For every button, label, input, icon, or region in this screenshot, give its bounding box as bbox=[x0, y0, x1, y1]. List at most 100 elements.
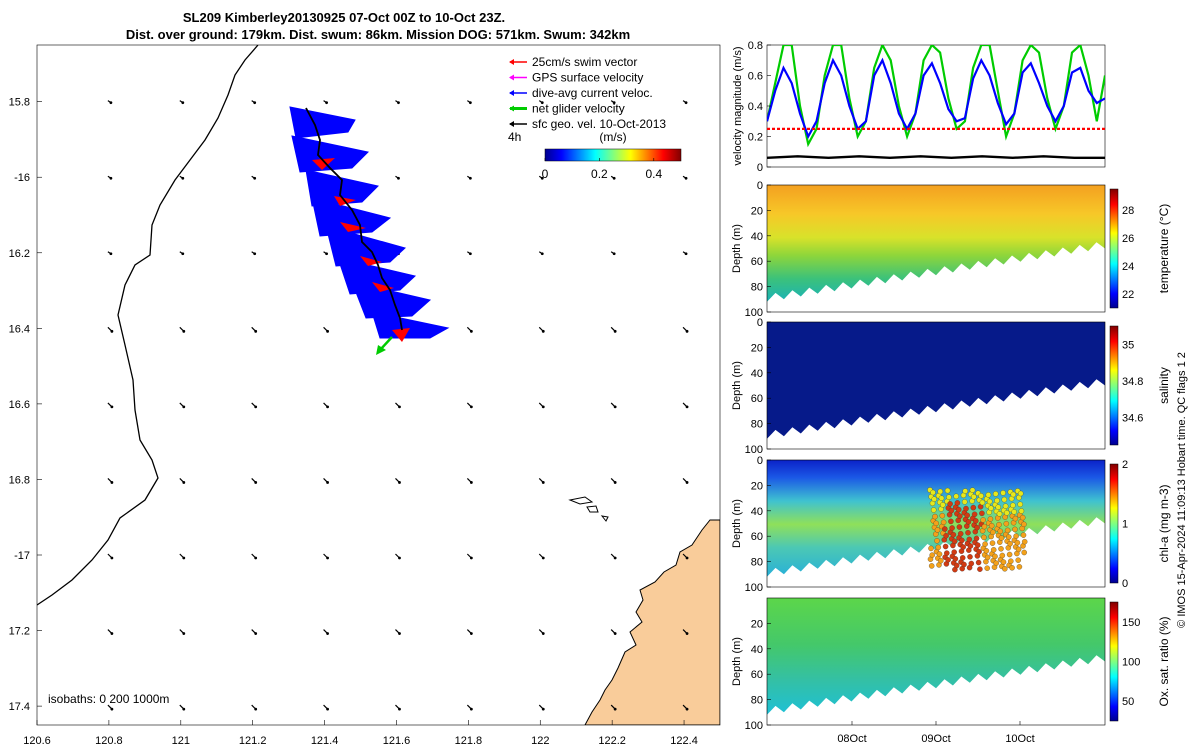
chl-a-point bbox=[1014, 539, 1021, 546]
chl-a-point bbox=[996, 511, 1003, 517]
sfc-velocity-arrowhead bbox=[684, 101, 688, 105]
chl-a-point bbox=[976, 548, 982, 555]
chl-a-point bbox=[944, 487, 951, 494]
chl-a-point bbox=[1009, 565, 1015, 571]
y-tick-label: 0.2 bbox=[748, 132, 763, 144]
chl-a-point bbox=[950, 531, 957, 538]
credit-text: © IMOS 15-Apr-2024 11:09:13 Hobart time.… bbox=[1176, 352, 1188, 628]
chl-a-point bbox=[957, 513, 963, 519]
net-glider-velocity-arrow bbox=[376, 336, 393, 355]
y-tick-label: 0.8 bbox=[748, 40, 763, 52]
section-panel: 0 20 40 60 80 100 Depth (m) 0 1 2 chl-a (mg m-3) bbox=[731, 455, 1171, 594]
sfc-velocity-arrowhead bbox=[398, 405, 401, 409]
chl-a-point bbox=[936, 551, 943, 557]
sfc-velocity-arrowhead bbox=[326, 481, 329, 484]
legend-arrowhead bbox=[509, 74, 514, 81]
x-tick-label: 121.6 bbox=[383, 735, 411, 747]
y-tick-label: 17.2 bbox=[9, 626, 30, 638]
chl-a-point bbox=[943, 532, 949, 539]
x-tick-label: 121.4 bbox=[311, 735, 339, 747]
y-tick-label: 60 bbox=[751, 393, 763, 405]
x-tick-label: 08Oct bbox=[837, 733, 866, 745]
legend-arrowhead bbox=[509, 90, 514, 96]
colorbar-unit-label: (m/s) bbox=[599, 130, 626, 144]
sfc-velocity-arrowhead bbox=[468, 101, 472, 105]
chl-a-point bbox=[1008, 558, 1014, 564]
sfc-velocity-arrowhead bbox=[181, 101, 185, 105]
glider-track-line bbox=[305, 107, 403, 331]
y-tick-label: 100 bbox=[745, 307, 763, 319]
x-tick-label: 120.8 bbox=[95, 735, 123, 747]
sfc-velocity-arrowhead bbox=[398, 707, 401, 711]
chl-a-point bbox=[998, 535, 1005, 541]
sfc-velocity-arrowhead bbox=[254, 405, 258, 409]
chl-a-point bbox=[937, 488, 944, 495]
section-data-field bbox=[767, 185, 1105, 302]
chl-a-point bbox=[1003, 520, 1010, 527]
sfc-velocity-arrowhead bbox=[612, 101, 616, 105]
glider-track bbox=[289, 106, 450, 342]
chl-a-point bbox=[975, 542, 981, 548]
dive-avg-current-fan bbox=[291, 135, 370, 173]
chl-a-point bbox=[973, 535, 980, 542]
section-axes-box bbox=[766, 184, 1106, 313]
y-tick-label: 15.8 bbox=[9, 97, 30, 109]
chl-a-point bbox=[956, 524, 963, 530]
section-colorbar-label: chl-a (mg m-3) bbox=[1157, 484, 1171, 562]
island bbox=[568, 496, 594, 505]
chl-a-point bbox=[1002, 566, 1008, 572]
map-legend: 25cm/s swim vector GPS surface velocitydi… bbox=[509, 55, 666, 131]
chl-a-point bbox=[1004, 527, 1011, 534]
isobaths-label: isobaths: 0 200 1000m bbox=[48, 692, 169, 706]
section-colorbar bbox=[1109, 601, 1119, 722]
y-tick-label: 16.4 bbox=[9, 323, 30, 335]
y-tick-label: 40 bbox=[751, 231, 763, 243]
chl-a-point bbox=[967, 554, 973, 560]
sfc-velocity-arrowhead bbox=[540, 176, 544, 180]
colorbar-tick-label: 0 bbox=[1122, 578, 1128, 590]
title-line-2: Dist. over ground: 179km. Dist. swum: 86… bbox=[126, 27, 630, 42]
sfc-velocity-arrowhead bbox=[613, 405, 617, 409]
sfc-velocity-arrowhead bbox=[181, 176, 185, 180]
y-tick-label: 40 bbox=[751, 644, 763, 656]
y-tick-label: 16.6 bbox=[9, 399, 30, 411]
dive-avg-current-fan bbox=[311, 197, 392, 237]
chl-a-point bbox=[945, 557, 951, 563]
map-panel: 120.6 120.8 121 121.2 121.4 121.6 121.8 122 122.… bbox=[9, 44, 721, 747]
sfc-velocity-arrowhead bbox=[109, 101, 113, 105]
chl-a-point bbox=[981, 523, 988, 530]
y-tick-label: 80 bbox=[751, 419, 763, 431]
x-tick-label: 122.2 bbox=[598, 735, 626, 747]
island bbox=[600, 515, 609, 522]
dive-avg-current-fan bbox=[351, 281, 432, 319]
legend-label: net glider velocity bbox=[532, 102, 625, 116]
chl-a-point bbox=[953, 493, 959, 500]
sfc-velocity-arrowhead bbox=[254, 556, 258, 560]
chl-a-point bbox=[993, 560, 999, 566]
sfc-velocity-arrowhead bbox=[182, 632, 186, 635]
velocity-ylabel: velocity magnitude (m/s) bbox=[732, 46, 744, 165]
sfc-velocity-arrowhead bbox=[182, 556, 186, 560]
section-ylabel: Depth (m) bbox=[731, 637, 743, 686]
colorbar-tick-label: 50 bbox=[1122, 696, 1134, 708]
sfc-velocity-arrowhead bbox=[110, 329, 114, 333]
sfc-velocity-arrowhead bbox=[469, 405, 473, 409]
y-tick-label: 0 bbox=[757, 162, 763, 174]
y-tick-label: 16.8 bbox=[9, 474, 30, 486]
colorbar-tick-label: 100 bbox=[1122, 657, 1140, 669]
colorbar-tick-label: 26 bbox=[1122, 233, 1134, 245]
colorbar-tick-label: 150 bbox=[1122, 617, 1140, 629]
chl-a-point bbox=[974, 524, 980, 531]
colorbar-tick-label: 28 bbox=[1122, 205, 1134, 217]
swim-vector-patch bbox=[372, 282, 394, 292]
sfc-velocity-arrowhead bbox=[685, 481, 689, 484]
sfc-velocity-arrowhead bbox=[469, 707, 473, 711]
y-tick-label: 20 bbox=[751, 480, 763, 492]
chl-a-point bbox=[1015, 557, 1021, 563]
chl-a-point bbox=[994, 497, 1000, 504]
chl-a-point bbox=[928, 545, 934, 552]
y-tick-label: 40 bbox=[751, 368, 763, 380]
chl-a-point bbox=[983, 548, 990, 554]
chl-a-point bbox=[934, 527, 941, 533]
